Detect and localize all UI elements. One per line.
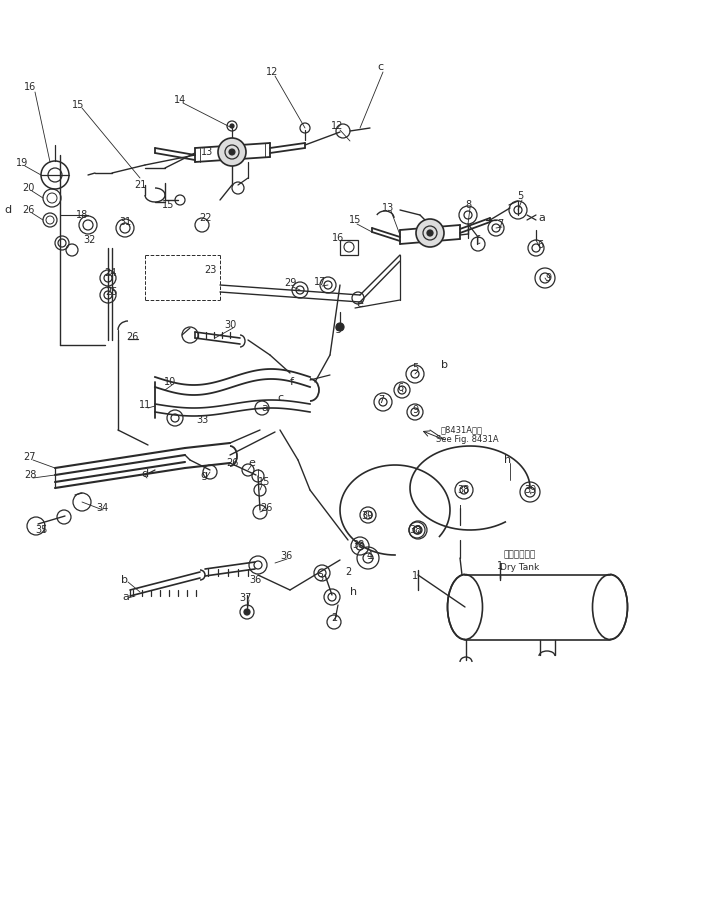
Text: 15: 15: [162, 200, 174, 210]
Circle shape: [244, 609, 250, 615]
Text: 19: 19: [16, 158, 28, 168]
Text: 12: 12: [266, 67, 278, 77]
Text: f: f: [290, 377, 294, 387]
Text: 16: 16: [24, 82, 36, 92]
Circle shape: [218, 138, 246, 166]
Text: 15: 15: [258, 477, 270, 487]
Text: 13: 13: [382, 203, 394, 213]
Text: 29: 29: [284, 278, 296, 288]
Text: 6: 6: [397, 383, 403, 393]
Text: 34: 34: [96, 503, 108, 513]
Text: See Fig. 8431A: See Fig. 8431A: [435, 436, 498, 445]
Bar: [340, 240, 358, 255]
Text: e: e: [356, 299, 364, 309]
Text: 38: 38: [409, 525, 421, 535]
Text: h: h: [505, 455, 512, 465]
Circle shape: [229, 149, 235, 155]
Text: 25: 25: [105, 287, 119, 297]
Text: e: e: [249, 458, 255, 468]
Text: 35: 35: [36, 525, 48, 535]
Text: 13: 13: [201, 147, 213, 157]
Circle shape: [427, 230, 433, 236]
Text: d: d: [142, 469, 148, 479]
Text: 37: 37: [240, 593, 252, 603]
Text: 10: 10: [164, 377, 176, 387]
Text: 36: 36: [249, 575, 261, 585]
Text: 23: 23: [204, 265, 216, 275]
Text: 38: 38: [352, 540, 364, 550]
Text: 5: 5: [517, 191, 523, 201]
Text: ドライタンク: ドライタンク: [504, 551, 536, 560]
Text: 30: 30: [224, 320, 236, 330]
Text: 38: 38: [457, 485, 469, 495]
Text: a: a: [539, 213, 545, 223]
Text: 2: 2: [331, 613, 337, 623]
Text: c: c: [277, 393, 283, 403]
Text: 36: 36: [280, 551, 292, 561]
Text: 16: 16: [332, 233, 344, 243]
Text: I: I: [459, 545, 462, 555]
Text: 9: 9: [545, 273, 551, 283]
Text: 3: 3: [317, 573, 323, 583]
Text: a: a: [123, 592, 129, 602]
Circle shape: [416, 219, 444, 247]
Text: 15: 15: [72, 100, 84, 110]
Circle shape: [336, 323, 344, 331]
Text: 39: 39: [361, 511, 373, 521]
Text: 20: 20: [22, 183, 34, 193]
Text: 1: 1: [497, 561, 503, 571]
Text: 39: 39: [524, 485, 536, 495]
Text: 7: 7: [497, 219, 503, 229]
Text: 2: 2: [345, 567, 351, 577]
Text: 15: 15: [349, 215, 361, 225]
Text: g: g: [201, 470, 208, 480]
Text: 21: 21: [134, 180, 146, 190]
Text: b: b: [121, 575, 129, 585]
Text: 17: 17: [314, 277, 326, 287]
Text: 27: 27: [24, 452, 36, 462]
Text: 33: 33: [196, 415, 208, 425]
Text: 14: 14: [174, 95, 186, 105]
Text: c: c: [377, 62, 383, 72]
Circle shape: [230, 124, 234, 128]
Text: 6: 6: [537, 240, 543, 250]
Text: 24: 24: [104, 268, 116, 278]
Text: I: I: [459, 505, 462, 515]
Text: 22: 22: [198, 213, 212, 223]
Text: b: b: [441, 360, 449, 370]
Text: 4: 4: [367, 551, 373, 561]
Text: 32: 32: [84, 235, 96, 245]
Text: h: h: [350, 587, 358, 597]
Text: 26: 26: [126, 332, 138, 342]
Text: 12: 12: [331, 121, 343, 131]
Text: 8: 8: [465, 200, 471, 210]
Text: 1: 1: [412, 571, 418, 581]
Text: 28: 28: [24, 470, 36, 480]
Text: g: g: [334, 323, 342, 333]
Text: 5: 5: [412, 363, 418, 373]
Text: 18: 18: [76, 210, 88, 220]
Text: 11: 11: [139, 400, 151, 410]
Text: 26: 26: [22, 205, 34, 215]
Text: f: f: [476, 235, 480, 245]
Text: Dry Tank: Dry Tank: [500, 564, 539, 573]
Text: 7: 7: [378, 395, 384, 405]
Text: 図8431A参照: 図8431A参照: [441, 426, 483, 435]
Text: 26: 26: [260, 503, 272, 513]
Text: 26: 26: [226, 458, 238, 468]
Text: 31: 31: [119, 217, 131, 227]
Text: a: a: [262, 403, 268, 413]
Text: d: d: [4, 205, 12, 215]
Text: 9: 9: [412, 405, 418, 415]
